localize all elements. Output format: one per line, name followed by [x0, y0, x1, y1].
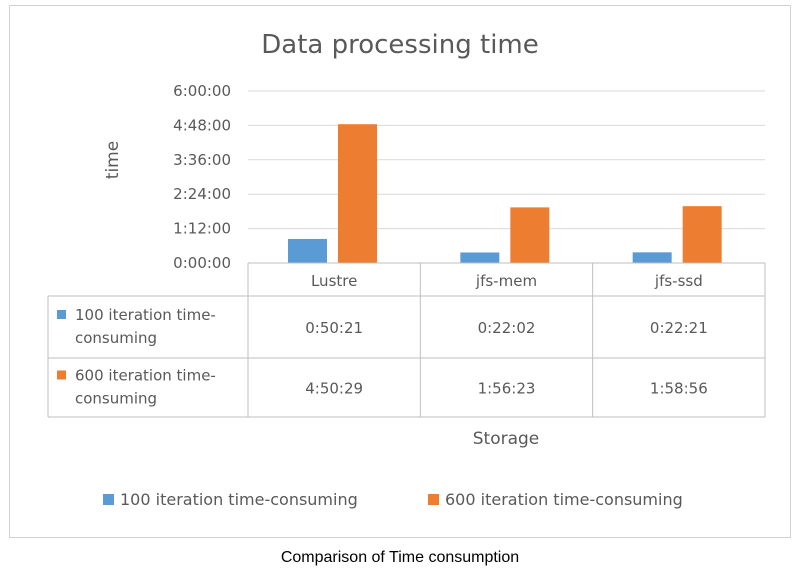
y-tick-label: 6:00:00 — [173, 82, 231, 100]
y-tick-label: 4:48:00 — [173, 116, 231, 134]
x-axis-title: Storage — [473, 429, 540, 449]
bar-600-Lustre — [338, 124, 377, 263]
bar-100-jfs-mem — [460, 252, 500, 263]
bar-600-jfs-ssd — [682, 206, 722, 263]
table-cell-value: 0:50:21 — [305, 319, 363, 337]
table-series-label: 600 iteration time- — [75, 367, 216, 385]
legend-key — [428, 494, 439, 505]
figure-caption: Comparison of Time consumption — [280, 549, 520, 566]
bar-100-jfs-ssd — [632, 252, 672, 263]
category-label: jfs-ssd — [654, 272, 703, 290]
y-tick-label: 1:12:00 — [173, 220, 231, 238]
category-label: Lustre — [311, 272, 357, 290]
table-cell-value: 4:50:29 — [305, 380, 363, 398]
table-cell-value: 0:22:02 — [478, 319, 536, 337]
legend-key — [103, 494, 114, 505]
y-tick-label: 2:24:00 — [173, 185, 231, 203]
chart: Data processing time 0:00:00 1:12:00 2:24:0… — [47, 30, 766, 509]
legend-label: 600 iteration time-consuming — [445, 490, 683, 509]
bar-100-Lustre — [288, 238, 327, 263]
table-cell-value: 0:22:21 — [650, 319, 708, 337]
category-label: jfs-mem — [475, 272, 537, 290]
table-legend-key — [57, 370, 66, 380]
chart-frame — [9, 5, 791, 538]
y-axis-title: time — [103, 141, 123, 179]
table-series-label: consuming — [75, 390, 157, 408]
table-series-label: consuming — [75, 329, 157, 347]
bar-600-jfs-mem — [510, 207, 550, 263]
table-cell-value: 1:58:56 — [650, 380, 708, 398]
table-cell-value: 1:56:23 — [478, 380, 536, 398]
y-tick-label: 3:36:00 — [173, 151, 231, 169]
table-series-label: 100 iteration time- — [75, 306, 216, 324]
legend-label: 100 iteration time-consuming — [120, 490, 358, 509]
chart-title: Data processing time — [261, 30, 538, 60]
y-tick-label: 0:00:00 — [173, 254, 231, 272]
table-legend-key — [57, 310, 66, 319]
